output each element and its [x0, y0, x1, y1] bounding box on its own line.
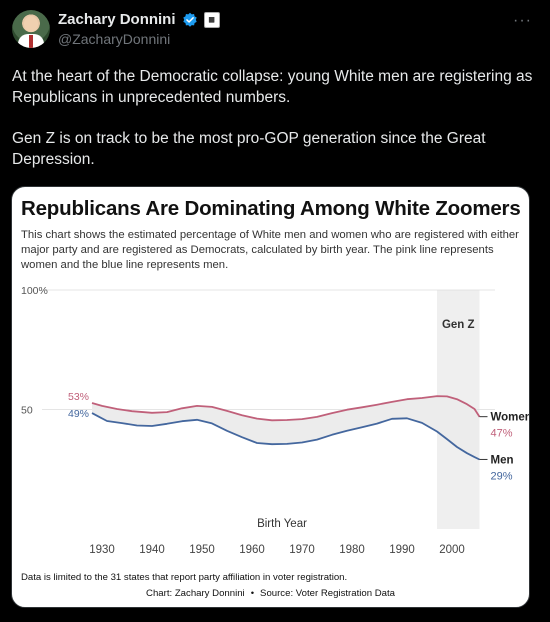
series-line-women: [91, 395, 481, 422]
women-start-label: 53%: [68, 391, 89, 403]
more-options-button[interactable]: ···: [513, 12, 532, 29]
chart-title: Republicans Are Dominating Among White Z…: [21, 197, 521, 220]
avatar-face: [24, 16, 38, 32]
avatar[interactable]: [12, 10, 50, 48]
tweet-paragraph: Gen Z is on track to be the most pro-GOP…: [12, 130, 486, 168]
x-tick-label: 1950: [189, 544, 215, 556]
men-end-label: 29%: [491, 470, 513, 482]
men-series-name: Men: [491, 454, 514, 466]
verified-badge-icon: [182, 12, 197, 27]
chart-footnote: Data is limited to the 31 states that re…: [21, 572, 348, 583]
series-line-men: [91, 412, 480, 461]
x-axis-label: Birth Year: [257, 518, 307, 530]
x-tick-label: 1930: [89, 544, 115, 556]
x-tick-label: 1940: [139, 544, 165, 556]
gen-z-label: Gen Z: [442, 319, 475, 331]
x-tick-label: 1980: [339, 544, 365, 556]
y-tick-label: 50: [21, 405, 33, 417]
x-tick-label: 1960: [239, 544, 265, 556]
author-display-name[interactable]: Zachary Donnini: [58, 11, 176, 28]
chart-credit: Chart: Zachary Donnini • Source: Voter Reg…: [12, 588, 529, 599]
tweet-paragraph: At the heart of the Democratic collapse:…: [12, 68, 533, 106]
women-end-label: 47%: [491, 428, 513, 440]
line-chart: Gen Z 100% 50 53% 49% Women 47% Men 29% Birth Yea…: [21, 285, 530, 556]
gap-fill-area: [92, 396, 480, 460]
tweet-text: At the heart of the Democratic collapse:…: [12, 66, 538, 170]
chart-subtitle: This chart shows the estimated percentag…: [21, 229, 519, 271]
men-start-label: 49%: [68, 408, 89, 420]
women-series-name: Women: [491, 412, 530, 424]
x-tick-label: 1970: [289, 544, 315, 556]
x-tick-label: 2000: [439, 544, 465, 556]
avatar-tie: [29, 35, 33, 48]
chart-image-card[interactable]: Republicans Are Dominating Among White Z…: [11, 186, 530, 608]
x-tick-label: 1990: [389, 544, 415, 556]
chart-credit-author: Chart: Zachary Donnini: [146, 588, 245, 599]
chart-credit-source: Source: Voter Registration Data: [260, 588, 395, 599]
chart-credit-separator: •: [250, 588, 255, 599]
affiliate-badge-icon: ▦: [203, 11, 220, 28]
y-tick-label: 100%: [21, 285, 48, 297]
author-name-row: Zachary Donnini ▦: [58, 11, 220, 28]
author-handle[interactable]: @ZacharyDonnini: [58, 31, 171, 47]
